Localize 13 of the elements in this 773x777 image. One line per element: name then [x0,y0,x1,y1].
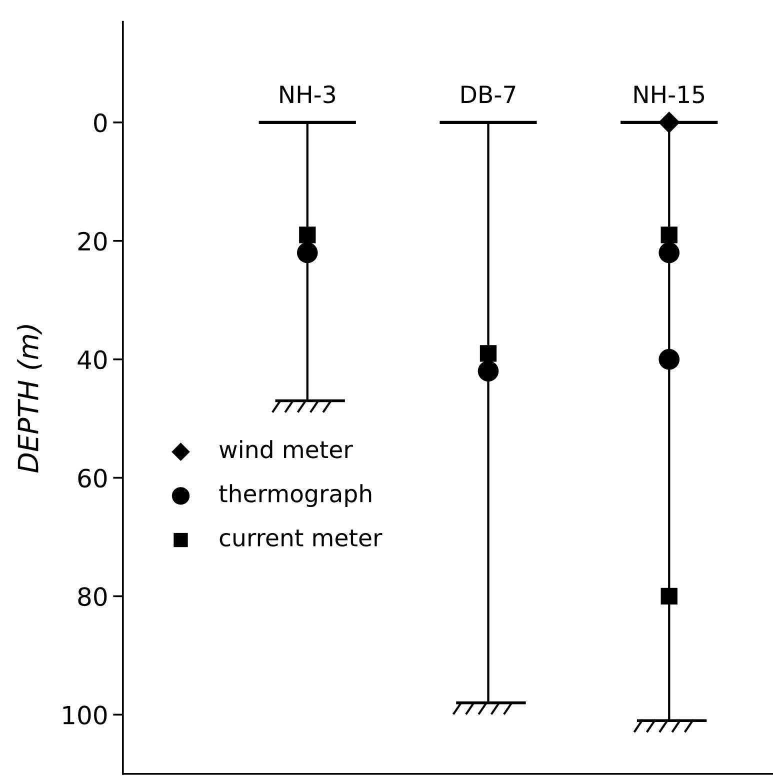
y-tick-label: 20 [78,232,107,251]
y-tick-label: 100 [63,706,107,725]
legend-label: thermograph [219,484,372,508]
y-tick-label: 0 [94,113,107,132]
x-tick-label: DB-7 [462,86,516,103]
x-tick-label: NH-15 [634,86,704,104]
y-axis-title: DEPTH (m) [17,325,42,473]
x-tick-label: NH-3 [280,85,335,104]
legend-label: current meter [220,530,382,547]
y-tick-label: 60 [78,468,107,488]
y-tick-label: 40 [78,350,107,370]
legend-label: wind meter [220,440,353,458]
y-tick-label: 80 [78,587,107,606]
